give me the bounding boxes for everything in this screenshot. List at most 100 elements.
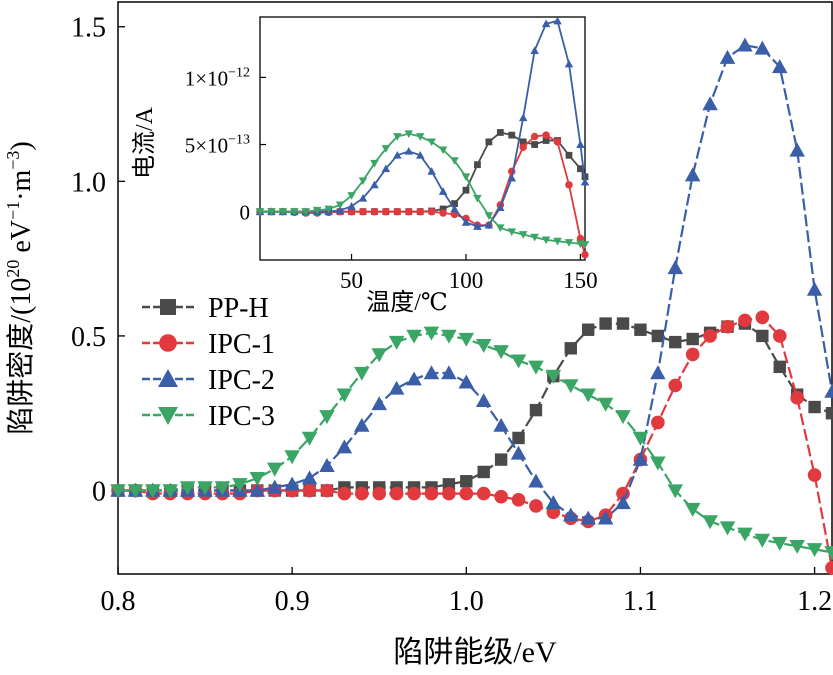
main-data-point [824,546,833,561]
main-data-point [423,326,440,341]
main-data-point [754,533,771,548]
main-data-point [563,379,579,394]
main-series-group [110,37,833,575]
main-data-point [475,339,492,353]
main-data-point [284,450,300,465]
main-x-tick-label: 1.2 [797,586,832,617]
inset-data-point [576,234,585,243]
inset-series-ipc-2 [255,16,590,230]
inset-data-point [335,201,345,210]
legend-marker [158,407,178,425]
main-data-point [494,453,508,466]
main-data-point [597,510,614,525]
main-data-point [806,543,823,558]
main-data-point [460,475,473,488]
main-data-point [302,483,317,498]
main-data-point [669,335,682,349]
main-data-point [475,393,492,408]
main-data-point [528,473,544,488]
main-data-point [320,483,334,498]
main-data-point [651,329,665,343]
main-data-point [266,462,283,477]
inset-data-point [531,141,539,148]
main-data-point [441,329,457,344]
inset-data-point [507,173,517,182]
inset-data-point [496,224,505,233]
main-data-point [529,403,543,417]
inset-x-tick-label: 150 [563,268,598,293]
inset-data-point [474,161,481,169]
main-y-axis-title-suffix: ) [6,141,37,150]
main-data-point [581,323,595,336]
main-data-point [772,329,787,343]
inset-data-point [393,133,402,141]
main-y-axis-title-mid: eV [6,220,37,260]
main-data-point [580,388,596,403]
main-data-point [197,481,213,496]
main-data-point [650,365,666,380]
inset-data-point [564,239,574,247]
inset-data-point [461,173,471,182]
inset-data-point [473,222,482,230]
inset-data-point [580,241,590,249]
inset-data-point [565,151,573,159]
inset-data-point [347,202,356,210]
main-data-point [686,332,699,346]
inset-data-point [450,204,459,213]
inset-data-point [451,200,458,208]
main-data-point [127,484,144,499]
inset-data-point [290,208,299,216]
inset-data-point [267,208,276,216]
inset-data-point [577,165,584,173]
main-data-point [424,486,439,501]
main-data-point [702,96,718,111]
main-data-point [719,521,736,536]
inset-data-point [580,177,590,186]
main-y-axis-title-mid2: ·m [6,170,37,201]
main-data-point [719,49,736,64]
main-data-point [632,451,649,466]
inset-y-tick-label: 5×10−13 [185,133,250,158]
inset-data-point [393,151,402,159]
inset-data-point [415,151,425,159]
main-data-point [667,484,684,499]
main-data-point [423,365,440,380]
main-data-point [685,347,700,362]
main-x-tick-label: 1.0 [449,586,484,617]
inset-data-point [553,138,562,146]
main-data-point [406,329,422,344]
inset-y-tick-label: 0 [240,201,251,225]
inset-data-point [542,137,550,144]
inset-data-point [370,159,379,168]
main-data-point [790,390,804,405]
inset-data-point [530,233,539,242]
main-data-point [371,348,387,363]
main-data-point [668,378,683,393]
inset-data-point [518,113,528,122]
main-y-tick-label: 0.5 [71,322,106,353]
inset-data-point [542,131,550,139]
main-data-point [110,484,126,499]
inset-data-point [301,208,311,216]
legend-marker [158,369,178,387]
inset-data-point [541,236,551,245]
inset-data-point [484,212,494,220]
inset-data-point [358,177,368,186]
main-data-point [720,319,735,334]
main-data-point [442,478,456,491]
main-data-point [616,317,630,330]
main-data-point [407,486,421,501]
main-data-point [301,431,318,446]
main-data-point [597,397,614,412]
main-x-tick-label: 1.1 [623,586,658,617]
inset-data-point [427,167,436,175]
main-data-point [825,407,833,420]
inset-data-point [564,59,574,68]
main-data-point [354,417,370,432]
inset-data-point [427,138,436,147]
inset-data-point [530,46,539,54]
main-y-axis-title: 陷阱密度/(1020 eV−1·m−3) [3,141,37,435]
main-data-point [388,335,405,350]
